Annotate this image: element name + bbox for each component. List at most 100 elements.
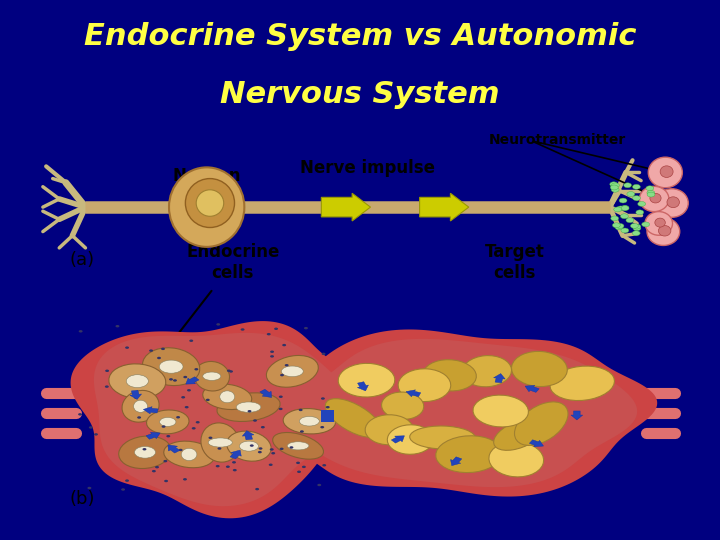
Circle shape	[647, 192, 655, 197]
FancyArrow shape	[529, 440, 544, 447]
Ellipse shape	[648, 157, 683, 188]
Circle shape	[157, 357, 161, 359]
Circle shape	[179, 449, 183, 451]
Ellipse shape	[282, 366, 303, 376]
Circle shape	[155, 466, 159, 468]
Ellipse shape	[462, 355, 511, 387]
Ellipse shape	[655, 189, 688, 217]
Ellipse shape	[365, 415, 413, 445]
Circle shape	[638, 201, 646, 206]
Ellipse shape	[550, 366, 614, 401]
Circle shape	[192, 427, 196, 429]
Ellipse shape	[126, 375, 148, 388]
Ellipse shape	[147, 410, 189, 434]
Circle shape	[258, 447, 263, 450]
Ellipse shape	[122, 390, 159, 422]
Circle shape	[183, 478, 187, 481]
Ellipse shape	[169, 167, 244, 247]
Circle shape	[322, 353, 325, 355]
Circle shape	[610, 182, 618, 187]
FancyArrow shape	[420, 193, 469, 221]
Circle shape	[105, 386, 109, 388]
Circle shape	[631, 224, 639, 228]
Circle shape	[617, 206, 625, 211]
Ellipse shape	[143, 348, 199, 386]
Circle shape	[209, 436, 212, 439]
FancyArrow shape	[130, 390, 142, 400]
FancyArrow shape	[571, 411, 582, 420]
Circle shape	[289, 446, 293, 449]
Circle shape	[619, 198, 627, 203]
FancyArrow shape	[168, 445, 180, 453]
Circle shape	[299, 409, 302, 411]
FancyArrow shape	[406, 390, 420, 397]
Circle shape	[185, 406, 189, 408]
Circle shape	[279, 395, 283, 398]
Text: Nervous System: Nervous System	[220, 80, 500, 109]
Circle shape	[164, 480, 168, 482]
Polygon shape	[71, 321, 370, 518]
Circle shape	[161, 426, 166, 428]
Ellipse shape	[203, 384, 252, 409]
Circle shape	[318, 484, 321, 486]
Circle shape	[647, 191, 654, 195]
Circle shape	[166, 435, 170, 437]
Circle shape	[279, 408, 283, 410]
Circle shape	[216, 465, 220, 468]
FancyArrow shape	[260, 389, 271, 397]
Circle shape	[270, 448, 274, 451]
Ellipse shape	[227, 431, 271, 461]
FancyArrow shape	[230, 450, 241, 459]
Ellipse shape	[300, 416, 319, 426]
Ellipse shape	[647, 218, 680, 246]
Circle shape	[624, 183, 631, 188]
Circle shape	[217, 447, 222, 450]
Circle shape	[94, 433, 98, 436]
Circle shape	[87, 487, 91, 489]
Circle shape	[78, 330, 83, 333]
Ellipse shape	[325, 399, 382, 437]
Ellipse shape	[410, 426, 475, 449]
Ellipse shape	[667, 197, 680, 208]
Circle shape	[250, 444, 253, 447]
Circle shape	[296, 462, 300, 464]
Polygon shape	[281, 339, 637, 487]
Circle shape	[615, 225, 623, 230]
Ellipse shape	[203, 372, 221, 380]
Circle shape	[297, 470, 301, 473]
Ellipse shape	[658, 226, 671, 236]
Polygon shape	[272, 384, 357, 442]
Ellipse shape	[239, 441, 258, 451]
FancyArrow shape	[146, 432, 160, 439]
Circle shape	[240, 328, 245, 330]
Circle shape	[636, 210, 644, 215]
FancyArrow shape	[451, 457, 462, 465]
Circle shape	[321, 397, 325, 400]
Ellipse shape	[201, 423, 240, 462]
Circle shape	[611, 216, 618, 221]
Circle shape	[105, 369, 109, 372]
FancyArrow shape	[391, 436, 405, 443]
Circle shape	[143, 448, 146, 450]
Circle shape	[626, 218, 634, 222]
Circle shape	[255, 488, 259, 490]
Circle shape	[194, 368, 198, 370]
FancyArrow shape	[321, 193, 371, 221]
Ellipse shape	[283, 409, 336, 434]
Circle shape	[149, 349, 153, 352]
Ellipse shape	[109, 364, 166, 399]
Circle shape	[613, 223, 621, 228]
Text: Hormone in
bloodstream: Hormone in bloodstream	[279, 365, 397, 404]
Ellipse shape	[287, 442, 309, 450]
Ellipse shape	[236, 402, 261, 413]
Ellipse shape	[639, 186, 669, 212]
Circle shape	[642, 222, 649, 227]
Circle shape	[270, 355, 274, 357]
Circle shape	[229, 370, 233, 373]
Ellipse shape	[655, 218, 665, 227]
Ellipse shape	[382, 392, 424, 420]
Circle shape	[611, 185, 618, 190]
Ellipse shape	[423, 360, 477, 391]
Ellipse shape	[196, 190, 224, 217]
Circle shape	[284, 364, 289, 367]
